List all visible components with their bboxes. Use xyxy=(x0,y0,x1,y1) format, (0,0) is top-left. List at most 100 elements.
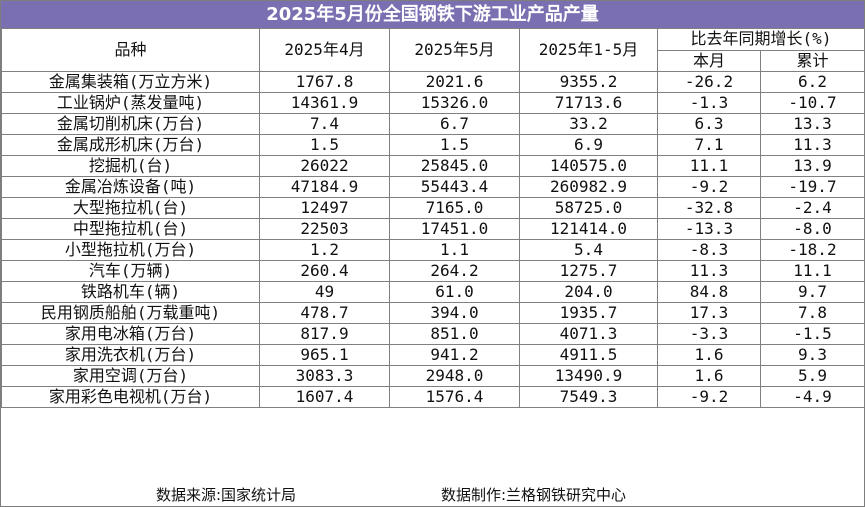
table-row: 家用洗衣机(万台) 965.1 941.2 4911.5 1.6 9.3 xyxy=(1,344,865,366)
cell-apr-value: 1767.8 xyxy=(259,71,390,93)
cell-cum-growth: -19.7 xyxy=(760,176,865,198)
cell-ytd-value: 33.2 xyxy=(519,113,658,135)
cell-ytd-value: 1275.7 xyxy=(519,260,658,282)
cell-cum-growth: 13.9 xyxy=(760,155,865,177)
cell-month-growth: 7.1 xyxy=(657,134,761,156)
cell-ytd-value: 4071.3 xyxy=(519,323,658,345)
cell-cum-growth: 7.8 xyxy=(760,302,865,324)
cell-month-growth: -9.2 xyxy=(657,176,761,198)
document-title: 2025年5月份全国钢铁下游工业产品产量 xyxy=(1,1,864,28)
cell-may-value: 25845.0 xyxy=(389,155,520,177)
cell-month-growth: -3.3 xyxy=(657,323,761,345)
cell-ytd-value: 140575.0 xyxy=(519,155,658,177)
header-apr: 2025年4月 xyxy=(259,28,390,72)
cell-may-value: 7165.0 xyxy=(389,197,520,219)
cell-product-name: 中型拖拉机(台) xyxy=(1,218,260,240)
cell-cum-growth: 5.9 xyxy=(760,365,865,387)
cell-may-value: 1.1 xyxy=(389,239,520,261)
cell-ytd-value: 9355.2 xyxy=(519,71,658,93)
cell-may-value: 394.0 xyxy=(389,302,520,324)
cell-cum-growth: -18.2 xyxy=(760,239,865,261)
cell-may-value: 2021.6 xyxy=(389,71,520,93)
table-row: 中型拖拉机(台) 22503 17451.0 121414.0 -13.3 -8.0 xyxy=(1,218,865,240)
cell-month-growth: -1.3 xyxy=(657,92,761,114)
table-row: 小型拖拉机(万台) 1.2 1.1 5.4 -8.3 -18.2 xyxy=(1,239,865,261)
header-growth-month: 本月 xyxy=(657,49,761,72)
cell-apr-value: 817.9 xyxy=(259,323,390,345)
cell-apr-value: 965.1 xyxy=(259,344,390,366)
header-ytd: 2025年1-5月 xyxy=(519,28,658,72)
cell-cum-growth: 6.2 xyxy=(760,71,865,93)
cell-product-name: 金属切削机床(万台) xyxy=(1,113,260,135)
cell-apr-value: 14361.9 xyxy=(259,92,390,114)
cell-cum-growth: -2.4 xyxy=(760,197,865,219)
cell-cum-growth: -8.0 xyxy=(760,218,865,240)
cell-product-name: 家用彩色电视机(万台) xyxy=(1,386,260,408)
header-growth-group: 比去年同期增长(%) xyxy=(657,28,865,51)
cell-apr-value: 478.7 xyxy=(259,302,390,324)
cell-product-name: 挖掘机(台) xyxy=(1,155,260,177)
table-row: 家用空调(万台) 3083.3 2948.0 13490.9 1.6 5.9 xyxy=(1,365,865,387)
cell-month-growth: 11.1 xyxy=(657,155,761,177)
table-row: 民用钢质船舶(万载重吨) 478.7 394.0 1935.7 17.3 7.8 xyxy=(1,302,865,324)
cell-may-value: 264.2 xyxy=(389,260,520,282)
cell-apr-value: 1.5 xyxy=(259,134,390,156)
cell-product-name: 金属冶炼设备(吨) xyxy=(1,176,260,198)
cell-month-growth: 11.3 xyxy=(657,260,761,282)
cell-may-value: 1.5 xyxy=(389,134,520,156)
cell-may-value: 2948.0 xyxy=(389,365,520,387)
table-row: 工业锅炉(蒸发量吨) 14361.9 15326.0 71713.6 -1.3 -10.7 xyxy=(1,92,865,114)
cell-may-value: 1576.4 xyxy=(389,386,520,408)
cell-ytd-value: 13490.9 xyxy=(519,365,658,387)
cell-month-growth: -13.3 xyxy=(657,218,761,240)
cell-month-growth: 6.3 xyxy=(657,113,761,135)
production-table: 品种 2025年4月 2025年5月 2025年1-5月 比去年同期增长(%) … xyxy=(1,28,865,408)
cell-apr-value: 260.4 xyxy=(259,260,390,282)
cell-cum-growth: 9.3 xyxy=(760,344,865,366)
table-header: 品种 2025年4月 2025年5月 2025年1-5月 比去年同期增长(%) … xyxy=(1,28,865,72)
cell-may-value: 17451.0 xyxy=(389,218,520,240)
cell-cum-growth: -4.9 xyxy=(760,386,865,408)
header-growth-cum: 累计 xyxy=(760,49,865,72)
cell-cum-growth: 13.3 xyxy=(760,113,865,135)
cell-ytd-value: 7549.3 xyxy=(519,386,658,408)
table-row: 家用电冰箱(万台) 817.9 851.0 4071.3 -3.3 -1.5 xyxy=(1,323,865,345)
header-name: 品种 xyxy=(1,28,260,72)
cell-month-growth: -9.2 xyxy=(657,386,761,408)
cell-product-name: 家用洗衣机(万台) xyxy=(1,344,260,366)
cell-ytd-value: 58725.0 xyxy=(519,197,658,219)
cell-apr-value: 26022 xyxy=(259,155,390,177)
cell-apr-value: 7.4 xyxy=(259,113,390,135)
cell-product-name: 工业锅炉(蒸发量吨) xyxy=(1,92,260,114)
table-body: 金属集装箱(万立方米) 1767.8 2021.6 9355.2 -26.2 6.2 工业锅… xyxy=(1,71,865,408)
cell-cum-growth: -1.5 xyxy=(760,323,865,345)
cell-product-name: 小型拖拉机(万台) xyxy=(1,239,260,261)
cell-ytd-value: 204.0 xyxy=(519,281,658,303)
table-row: 家用彩色电视机(万台) 1607.4 1576.4 7549.3 -9.2 -4.9 xyxy=(1,386,865,408)
cell-apr-value: 22503 xyxy=(259,218,390,240)
cell-ytd-value: 121414.0 xyxy=(519,218,658,240)
table-row: 金属成形机床(万台) 1.5 1.5 6.9 7.1 11.3 xyxy=(1,134,865,156)
cell-product-name: 金属集装箱(万立方米) xyxy=(1,71,260,93)
cell-product-name: 家用空调(万台) xyxy=(1,365,260,387)
table-row: 挖掘机(台) 26022 25845.0 140575.0 11.1 13.9 xyxy=(1,155,865,177)
cell-ytd-value: 260982.9 xyxy=(519,176,658,198)
table-row: 大型拖拉机(台) 12497 7165.0 58725.0 -32.8 -2.4 xyxy=(1,197,865,219)
table-row: 金属冶炼设备(吨) 47184.9 55443.4 260982.9 -9.2 -19.7 xyxy=(1,176,865,198)
cell-ytd-value: 71713.6 xyxy=(519,92,658,114)
cell-may-value: 941.2 xyxy=(389,344,520,366)
table-row: 铁路机车(辆) 49 61.0 204.0 84.8 9.7 xyxy=(1,281,865,303)
cell-cum-growth: 11.3 xyxy=(760,134,865,156)
cell-apr-value: 47184.9 xyxy=(259,176,390,198)
table-row: 汽车(万辆) 260.4 264.2 1275.7 11.3 11.1 xyxy=(1,260,865,282)
table-row: 金属集装箱(万立方米) 1767.8 2021.6 9355.2 -26.2 6.2 xyxy=(1,71,865,93)
cell-ytd-value: 5.4 xyxy=(519,239,658,261)
cell-product-name: 民用钢质船舶(万载重吨) xyxy=(1,302,260,324)
table-row: 金属切削机床(万台) 7.4 6.7 33.2 6.3 13.3 xyxy=(1,113,865,135)
cell-apr-value: 49 xyxy=(259,281,390,303)
cell-month-growth: 1.6 xyxy=(657,344,761,366)
footer: 数据来源:国家统计局 数据制作:兰格钢铁研究中心 xyxy=(1,484,864,506)
cell-ytd-value: 4911.5 xyxy=(519,344,658,366)
cell-month-growth: 17.3 xyxy=(657,302,761,324)
